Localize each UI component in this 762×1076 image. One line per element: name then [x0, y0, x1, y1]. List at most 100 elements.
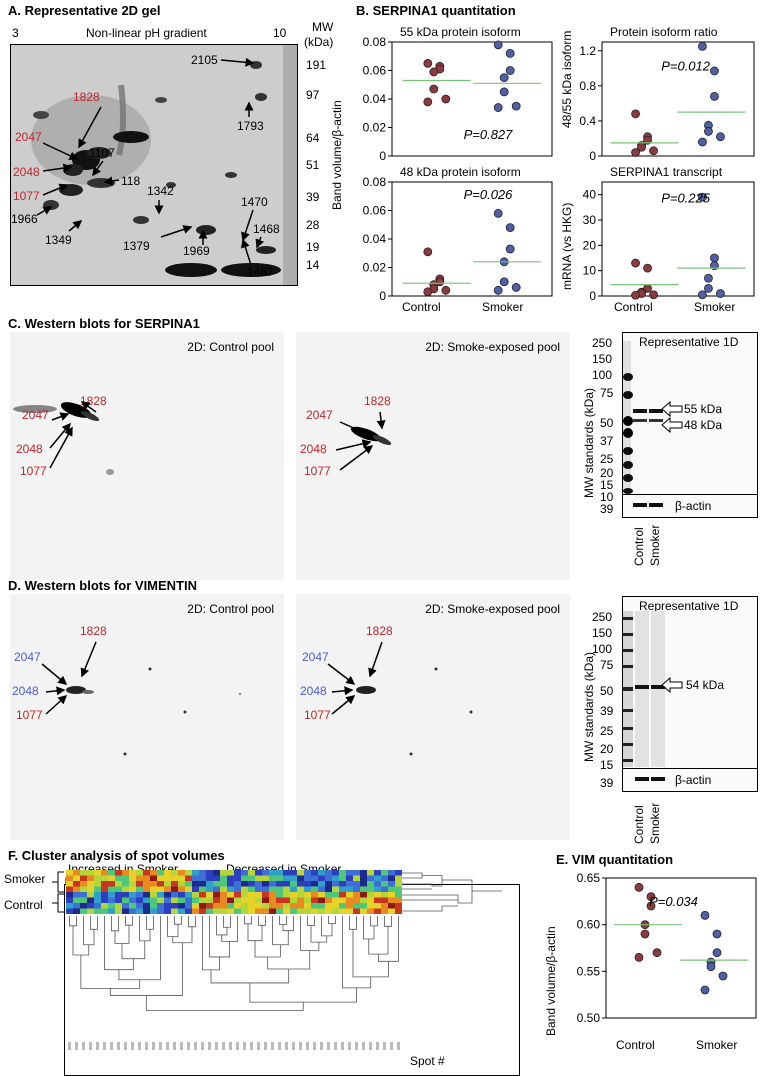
heatmap-cell: [150, 892, 158, 898]
heatmap-cell: [206, 908, 214, 914]
heatmap-cell: [325, 886, 333, 893]
c-mw-75: 75: [600, 386, 614, 400]
heatmap-cell: [262, 908, 270, 914]
heatmap-cell: [297, 870, 305, 876]
heatmap-cell: [185, 875, 193, 882]
b-xcat-control-1: Control: [402, 300, 441, 314]
spot-id-label: [334, 1042, 337, 1050]
p-value: P=0.026: [464, 187, 514, 202]
heatmap-cell: [339, 897, 347, 904]
heatmap-cell: [311, 875, 319, 882]
c-band-55: 55 kDa: [684, 402, 723, 416]
heatmap-cell: [269, 897, 277, 904]
data-point: [511, 283, 521, 292]
heatmap-cell: [311, 892, 319, 898]
spot-id-label: [110, 1042, 113, 1050]
heatmap-cell: [297, 881, 305, 887]
heatmap-cell: [73, 897, 81, 904]
heatmap-cell: [185, 881, 193, 887]
f-row-smoker: Smoker: [4, 872, 46, 886]
heatmap-cell: [122, 897, 130, 904]
heatmap-cell: [178, 870, 186, 876]
heatmap-cell: [129, 886, 137, 893]
dendrogram-branch: [300, 916, 320, 951]
heatmap-cell: [178, 908, 186, 914]
heatmap-cell: [220, 903, 228, 909]
heatmap-cell: [206, 903, 214, 909]
heatmap-cell: [283, 903, 291, 909]
heatmap-cell: [297, 892, 305, 898]
y-tick-label: 0.08: [363, 175, 387, 189]
heatmap-cell: [192, 908, 200, 914]
dendrogram-branch: [282, 916, 294, 932]
dendrogram-branch: [342, 916, 372, 989]
heatmap-cell: [192, 881, 200, 887]
b-ylabel-left: Band volume/β-actin: [330, 100, 344, 210]
dendrogram-branch: [174, 916, 182, 925]
d-lane-control: Control: [632, 805, 646, 844]
heatmap-cell: [94, 881, 102, 887]
heatmap-cell: [94, 886, 102, 893]
heatmap-cell: [290, 903, 298, 909]
data-point: [499, 87, 509, 97]
heatmap-cell: [150, 881, 158, 887]
f-row-control: Control: [4, 898, 43, 912]
data-point: [631, 290, 640, 300]
heatmap-cell: [346, 892, 354, 898]
c2-spot-1077: 1077: [304, 464, 331, 478]
heatmap-cell: [248, 881, 256, 887]
c-mw-20: 20: [600, 466, 614, 480]
spot-id-label: [362, 1042, 365, 1050]
y-tick-label: 10: [583, 264, 597, 278]
heatmap-cell: [262, 903, 270, 909]
d-mw-axis: MW standards (kDa): [582, 651, 596, 762]
c-mw-250: 250: [592, 336, 613, 350]
heatmap-cell: [269, 875, 277, 882]
c2-spot-2047: 2047: [306, 408, 333, 422]
heatmap-cell: [73, 870, 81, 876]
heatmap-cell: [101, 875, 109, 882]
data-point: [505, 244, 515, 254]
spot-id-label: [215, 1042, 218, 1050]
heatmap-cell: [129, 897, 137, 904]
heatmap-cell: [150, 903, 158, 909]
heatmap-cell: [199, 870, 207, 876]
mw-title: MW: [312, 20, 334, 34]
heatmap-cell: [353, 870, 361, 876]
spot-id-label: [96, 1042, 99, 1050]
y-tick-label: 0.08: [363, 35, 387, 49]
y-tick-label: 0.02: [363, 121, 387, 135]
heatmap-cell: [220, 881, 228, 887]
data-point: [712, 929, 722, 939]
heatmap-cell: [136, 897, 144, 904]
dendrogram-branch: [368, 926, 389, 955]
data-point: [704, 127, 713, 136]
heatmap-cell: [171, 892, 179, 898]
mw-tick-51: 51: [306, 158, 320, 172]
data-point: [505, 49, 515, 58]
heatmap-cell: [262, 875, 270, 882]
spot-id-label: [180, 1042, 183, 1050]
mw-tick-191: 191: [306, 58, 327, 72]
heatmap-cell: [143, 870, 151, 876]
heatmap-cell: [395, 897, 402, 904]
heatmap-cell: [227, 892, 235, 898]
mw-tick-97: 97: [306, 88, 320, 102]
d2-spot-2047: 2047: [302, 650, 329, 664]
heatmap-cell: [213, 870, 221, 876]
heatmap-cell: [171, 908, 179, 914]
data-point: [423, 58, 433, 68]
data-point: [423, 247, 433, 257]
dendrogram-branch: [172, 926, 193, 944]
blot-d-control-label: 2D: Control pool: [187, 602, 274, 616]
heatmap-cell: [66, 908, 74, 914]
heatmap-cell: [325, 870, 333, 876]
heatmap-cell: [164, 892, 172, 898]
dendrogram-branch: [121, 940, 146, 960]
heatmap-cell: [199, 892, 207, 898]
heatmap-cell: [374, 897, 382, 904]
data-point: [712, 948, 722, 958]
f-spot-label: Spot #: [410, 1054, 445, 1068]
heatmap-cell: [388, 870, 396, 876]
dendrogram-branch: [349, 916, 357, 930]
